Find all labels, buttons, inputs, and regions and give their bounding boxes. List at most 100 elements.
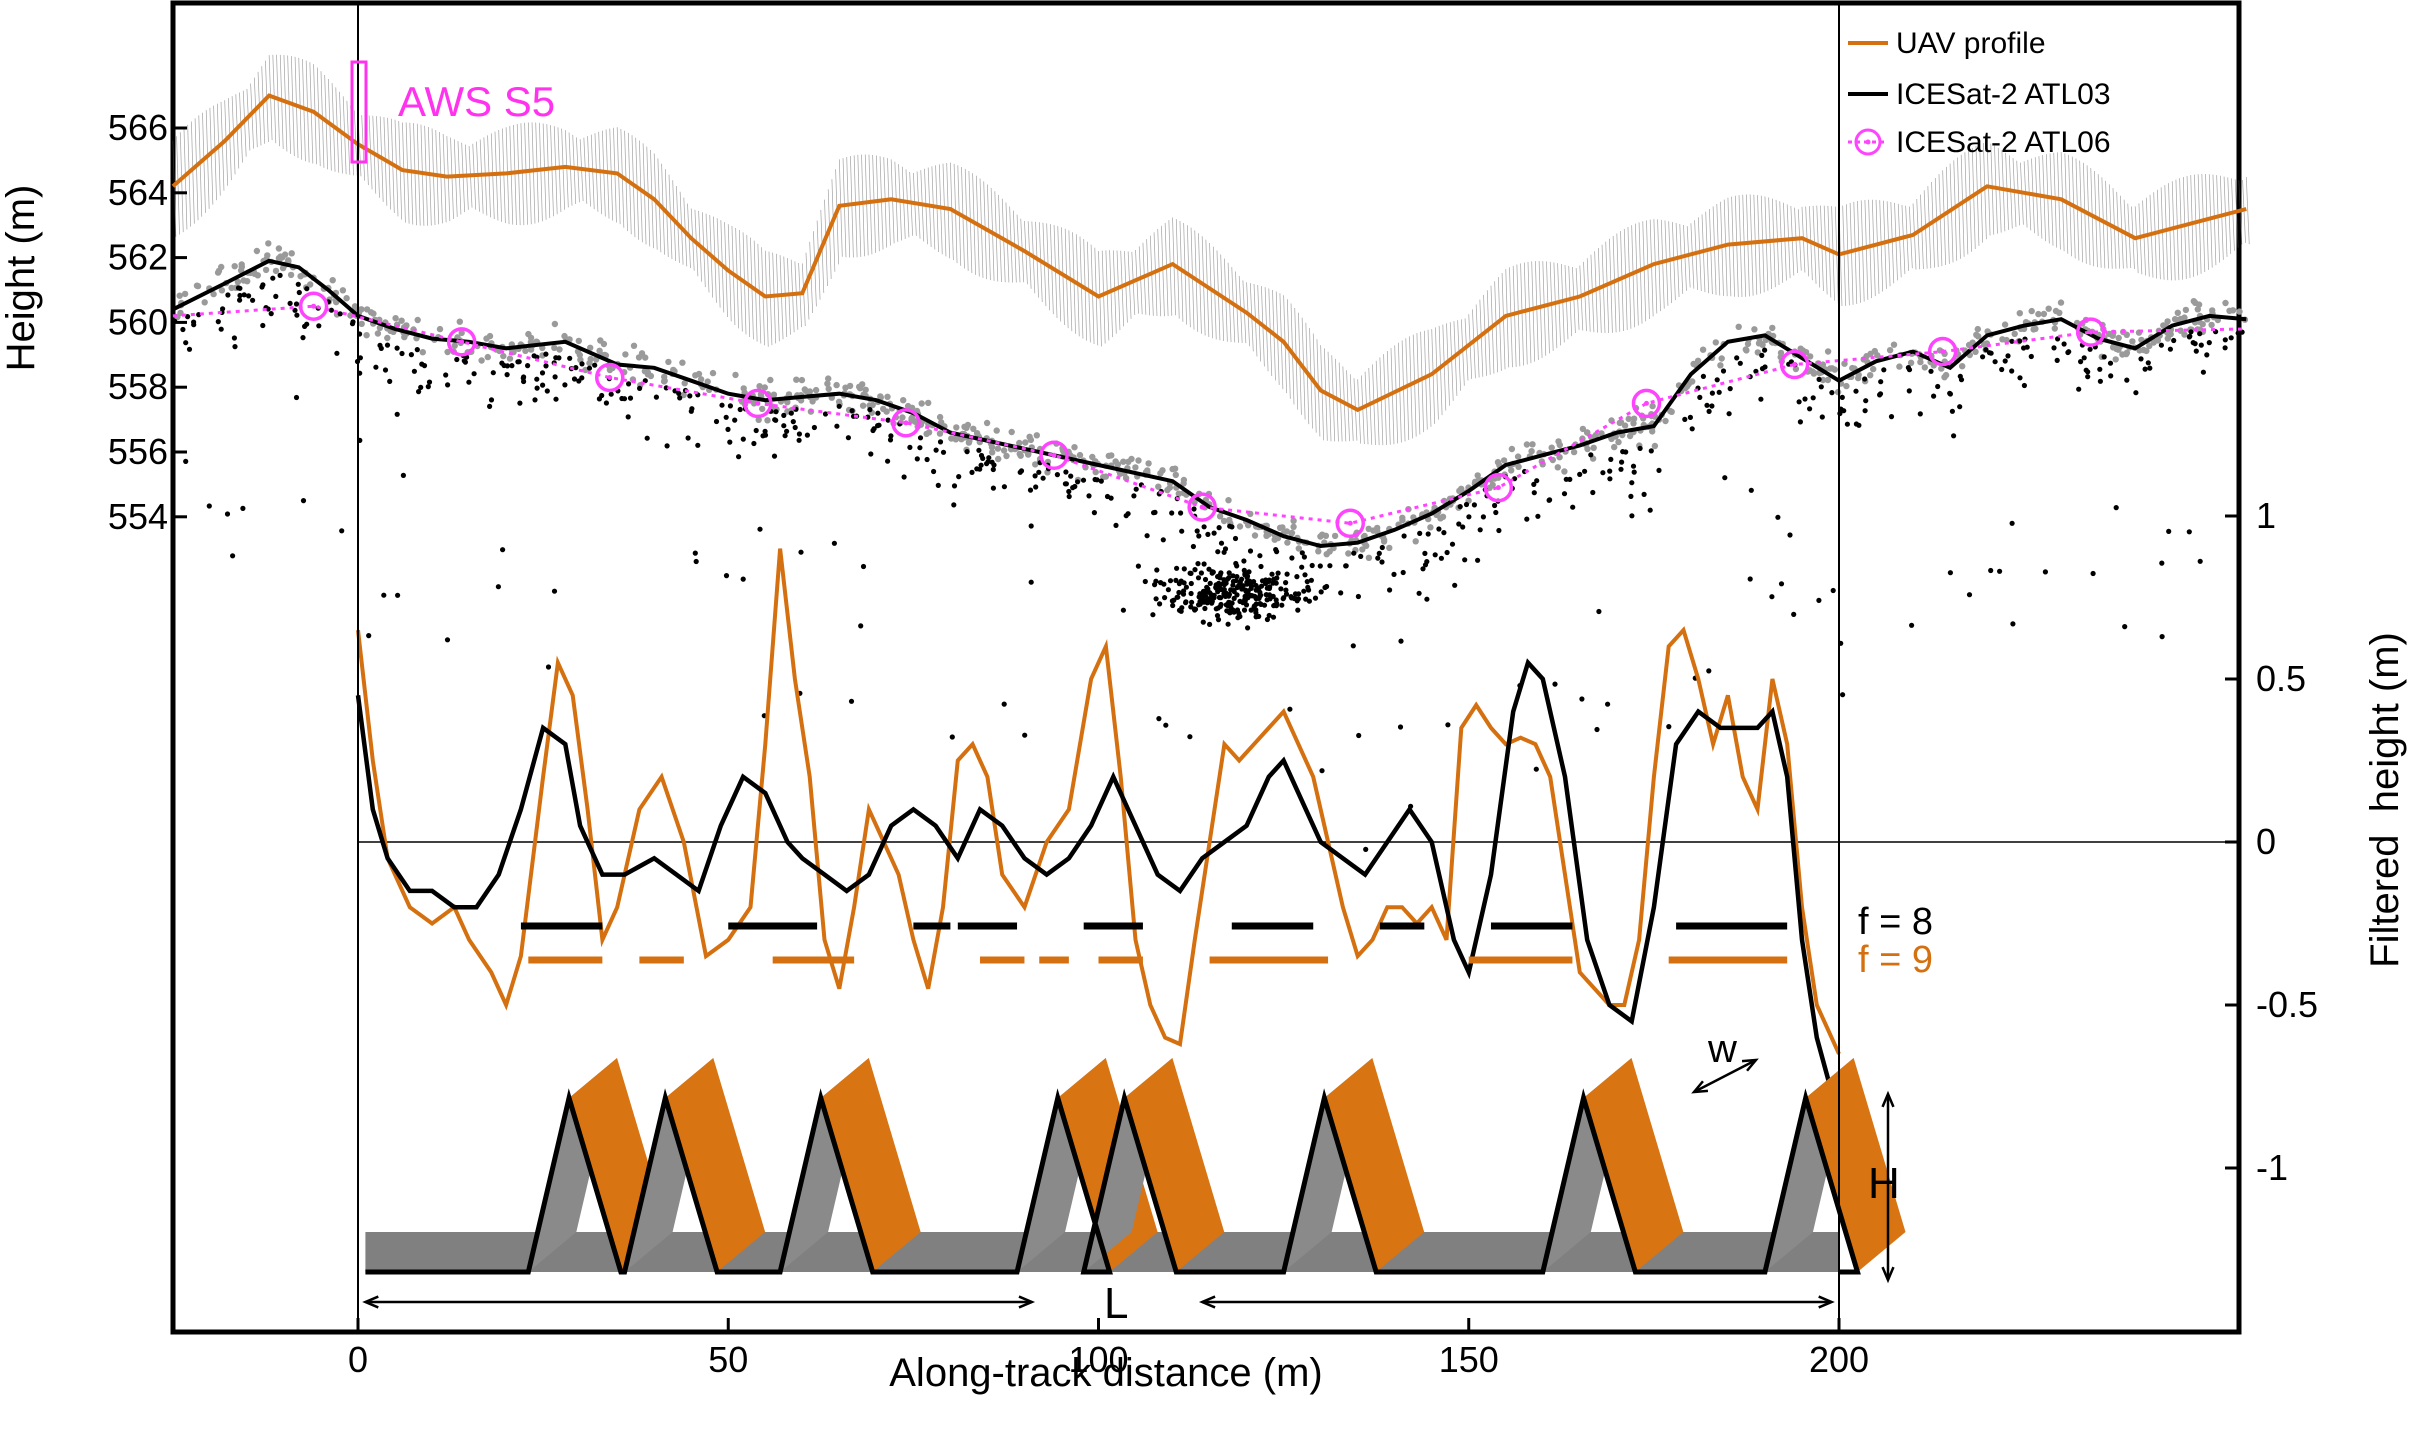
atl03-noise-photon — [871, 426, 877, 432]
y-tick-label-left: 566 — [108, 107, 168, 148]
atl03-signal-photon — [363, 306, 371, 313]
atl03-signal-photon — [556, 346, 563, 353]
atl03-noise-photon — [2009, 338, 2015, 344]
uav-band-hatch — [265, 60, 269, 143]
atl03-signal-photon — [1651, 442, 1659, 450]
uav-band-hatch — [868, 154, 873, 255]
atl03-noise-photon — [1169, 510, 1175, 516]
atl03-noise-photon — [1225, 621, 1231, 627]
atl03-noise-photon — [1142, 578, 1148, 585]
atl03-noise-photon — [1988, 567, 1994, 574]
uav-band-hatch — [1675, 222, 1680, 298]
uav-band-hatch — [546, 124, 551, 219]
atl03-signal-photon — [339, 287, 347, 294]
atl03-noise-photon — [1400, 569, 1406, 576]
uav-band-hatch — [1586, 258, 1591, 332]
atl03-noise-photon — [509, 363, 515, 369]
atl03-noise-photon — [1157, 601, 1163, 607]
atl03-noise-photon — [1582, 468, 1588, 474]
uav-band-hatch — [1597, 247, 1602, 333]
uav-band-hatch — [1960, 154, 1965, 257]
atl03-signal-photon — [1792, 365, 1800, 373]
uav-band-hatch — [842, 158, 847, 258]
uav-band-hatch — [1549, 261, 1554, 351]
atl03-noise-photon — [1278, 586, 1284, 592]
atl03-noise-photon — [1086, 493, 1092, 499]
atl03-signal-photon — [759, 405, 766, 413]
atl03-noise-photon — [462, 359, 468, 365]
atl03-noise-photon — [1496, 527, 1502, 534]
atl03-noise-photon — [1810, 395, 1816, 401]
uav-band-hatch — [1860, 200, 1865, 302]
atl03-signal-photon — [2115, 346, 2122, 353]
atl03-noise-photon — [951, 502, 957, 508]
atl03-signal-photon — [2030, 326, 2037, 333]
atl03-noise-photon — [1577, 471, 1583, 477]
atl03-signal-photon — [1810, 370, 1818, 377]
atl03-signal-photon — [506, 355, 514, 362]
uav-band-hatch — [1446, 323, 1450, 406]
uav-band-hatch — [1590, 254, 1595, 333]
uav-band-hatch — [1734, 195, 1739, 297]
atl03-signal-photon — [1611, 443, 1618, 451]
uav-band-hatch — [198, 115, 203, 217]
atl03-noise-photon — [1747, 576, 1753, 582]
atl03-signal-photon — [210, 290, 217, 298]
atl03-signal-photon — [1331, 532, 1339, 540]
uav-band-hatch — [1890, 202, 1895, 284]
uav-band-hatch — [1431, 329, 1436, 424]
atl03-signal-photon — [1896, 363, 1903, 370]
atl03-noise-photon — [180, 326, 186, 333]
atl06-point — [1187, 492, 1217, 522]
atl03-noise-photon — [1631, 469, 1637, 475]
atl03-noise-photon — [1456, 521, 1462, 527]
atl03-noise-photon — [373, 364, 379, 370]
atl03-noise-photon — [1317, 563, 1323, 569]
atl03-noise-photon — [1245, 625, 1251, 631]
atl03-noise-photon — [1187, 734, 1193, 740]
atl03-signal-photon — [1529, 441, 1536, 448]
uav-band-hatch — [1168, 220, 1173, 316]
uav-band-hatch — [1483, 294, 1487, 376]
uav-band-hatch — [490, 133, 495, 220]
atl03-signal-photon — [1554, 464, 1562, 471]
uav-band-hatch — [516, 123, 521, 226]
uav-band-hatch — [424, 125, 428, 226]
atl03-signal-photon — [1003, 452, 1010, 460]
atl03-signal-photon — [358, 320, 365, 327]
atl03-noise-photon — [723, 573, 730, 579]
atl03-noise-photon — [687, 393, 693, 399]
uav-band-hatch — [409, 122, 414, 225]
dune-lee-face — [1124, 1058, 1225, 1272]
uav-band-hatch — [1538, 261, 1543, 358]
atl03-noise-photon — [1270, 580, 1276, 586]
y-tick-label-left: 558 — [108, 366, 168, 407]
atl03-noise-photon — [727, 439, 733, 445]
atl03-noise-photon — [2188, 329, 2194, 335]
aws-marker — [350, 60, 368, 164]
atl03-noise-photon — [978, 452, 985, 459]
uav-band-hatch — [1979, 144, 1984, 243]
uav-band-hatch — [2190, 175, 2195, 277]
atl03-noise-photon — [408, 352, 414, 358]
uav-band-hatch — [1957, 157, 1961, 259]
atl03-noise-photon — [1292, 591, 1299, 597]
atl03-noise-photon — [1160, 537, 1166, 543]
atl03-noise-photon — [1295, 596, 1302, 602]
uav-band-hatch — [553, 126, 558, 215]
atl06-point — [1335, 508, 1366, 539]
atl03-signal-photon — [884, 393, 891, 400]
atl03-noise-photon — [1935, 383, 1941, 390]
atl03-noise-photon — [1256, 613, 1262, 620]
atl03-noise-photon — [2009, 368, 2015, 374]
atl03-noise-photon — [1355, 593, 1361, 600]
atl03-noise-photon — [562, 382, 568, 388]
atl03-signal-photon — [522, 347, 529, 354]
atl03-noise-photon — [1153, 596, 1159, 602]
atl03-signal-photon — [952, 436, 959, 443]
atl03-signal-photon — [2129, 338, 2136, 345]
atl03-signal-photon — [1841, 360, 1848, 367]
atl03-noise-photon — [1466, 514, 1472, 520]
atl03-noise-photon — [1304, 579, 1310, 585]
atl03-noise-photon — [924, 456, 930, 463]
